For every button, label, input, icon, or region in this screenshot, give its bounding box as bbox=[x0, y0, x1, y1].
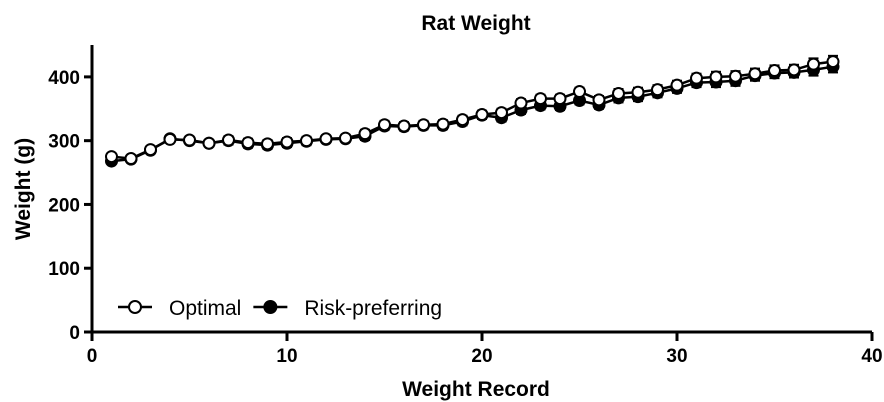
data-point bbox=[729, 69, 742, 83]
series-layer bbox=[105, 54, 840, 168]
data-point bbox=[261, 137, 274, 151]
data-point bbox=[670, 78, 684, 92]
data-point bbox=[163, 132, 177, 146]
x-tick-label: 40 bbox=[861, 346, 882, 367]
y-tick-label: 300 bbox=[48, 132, 80, 153]
y-tick-label: 0 bbox=[69, 323, 80, 344]
data-point bbox=[768, 64, 781, 78]
data-point bbox=[807, 57, 820, 71]
data-point bbox=[651, 83, 664, 97]
data-point bbox=[397, 119, 411, 133]
legend-label: Optimal bbox=[169, 297, 241, 320]
data-point bbox=[748, 67, 762, 81]
data-point bbox=[553, 92, 567, 106]
legend-item: Risk-preferring bbox=[253, 297, 442, 320]
x-tick-label: 10 bbox=[276, 346, 297, 367]
y-tick-label: 400 bbox=[48, 68, 80, 89]
data-point bbox=[456, 113, 469, 127]
data-point bbox=[222, 133, 235, 147]
x-tick-label: 30 bbox=[666, 346, 687, 367]
legend-item: Optimal bbox=[118, 297, 241, 320]
legend: Optimal Risk-preferring bbox=[118, 297, 442, 320]
data-point bbox=[339, 131, 352, 145]
y-tick-label: 200 bbox=[48, 195, 80, 216]
chart-title: Rat Weight bbox=[421, 12, 530, 35]
data-point bbox=[592, 93, 606, 107]
legend-marker bbox=[128, 300, 142, 314]
y-tick-label: 100 bbox=[48, 259, 80, 280]
data-point bbox=[787, 63, 801, 77]
data-point bbox=[631, 85, 645, 99]
series-line bbox=[111, 65, 834, 163]
data-point bbox=[495, 106, 508, 120]
data-point bbox=[378, 118, 391, 132]
data-point bbox=[202, 136, 216, 150]
data-point bbox=[280, 135, 294, 149]
data-point bbox=[573, 85, 586, 99]
data-point bbox=[475, 108, 489, 122]
data-point bbox=[514, 96, 528, 110]
x-axis-label: Weight Record bbox=[402, 378, 550, 401]
data-point bbox=[183, 133, 196, 147]
data-point bbox=[534, 92, 547, 106]
legend-marker bbox=[263, 300, 278, 314]
data-point bbox=[241, 136, 255, 150]
axes: 0 100 200 300 400 0 10 20 30 40 bbox=[48, 45, 883, 367]
legend-label: Risk-preferring bbox=[304, 297, 442, 320]
data-point bbox=[417, 118, 430, 132]
data-point bbox=[358, 127, 372, 141]
series-line bbox=[111, 60, 834, 160]
data-point bbox=[105, 150, 118, 164]
data-point bbox=[319, 132, 333, 146]
data-point bbox=[124, 152, 138, 166]
data-point bbox=[612, 86, 625, 100]
series-optimal bbox=[105, 54, 840, 166]
data-point bbox=[709, 70, 723, 84]
x-tick-label: 0 bbox=[87, 346, 98, 367]
data-point bbox=[436, 117, 450, 131]
data-point bbox=[690, 71, 703, 85]
data-point bbox=[300, 134, 313, 148]
y-axis-label: Weight (g) bbox=[12, 138, 35, 240]
data-point bbox=[826, 55, 840, 69]
data-point bbox=[144, 143, 157, 157]
x-tick-label: 20 bbox=[471, 346, 492, 367]
